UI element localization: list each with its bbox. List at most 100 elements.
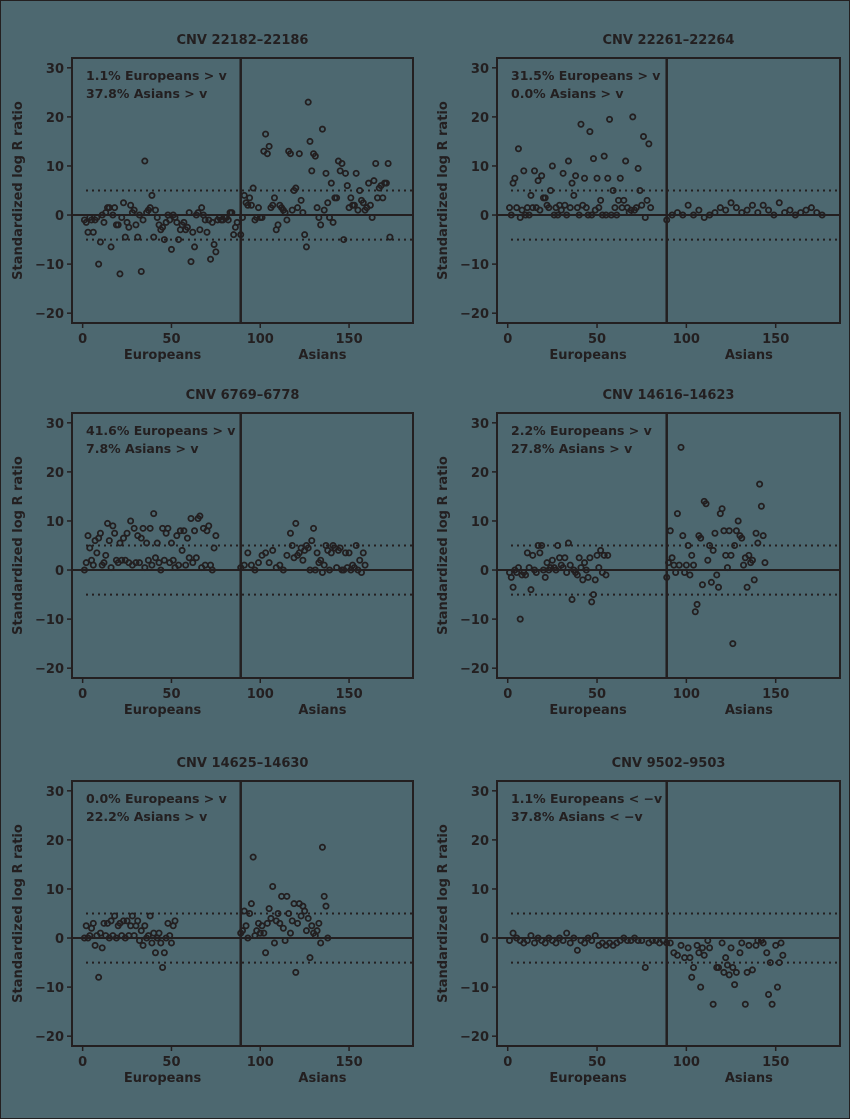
data-point (160, 236, 168, 244)
data-point (135, 936, 143, 944)
data-point (516, 615, 524, 623)
data-point (286, 529, 294, 537)
data-point (256, 929, 264, 937)
data-point (130, 932, 138, 940)
data-point (269, 546, 277, 554)
data-point (294, 204, 302, 212)
chart-title: CNV 22182–22186 (177, 33, 309, 48)
data-point (258, 922, 266, 930)
data-point (116, 539, 124, 547)
y-tick-label: 30 (46, 417, 64, 432)
data-point (185, 554, 193, 562)
data-point (283, 216, 291, 224)
data-point (265, 142, 273, 150)
data-point (299, 209, 307, 217)
data-point (741, 1000, 749, 1008)
data-point (813, 209, 821, 217)
data-point (677, 443, 685, 451)
data-point (96, 929, 104, 937)
data-point (262, 949, 270, 957)
plot-frame (496, 780, 841, 1047)
data-point (598, 211, 606, 219)
data-point (613, 211, 621, 219)
data-point (727, 199, 735, 207)
y-tick-label: 0 (55, 564, 64, 579)
data-point (205, 522, 213, 530)
data-point (666, 527, 674, 535)
chart-title: CNV 9502–9503 (612, 756, 726, 771)
data-point (313, 204, 321, 212)
data-point (748, 556, 756, 564)
data-point (738, 939, 746, 947)
data-point (748, 966, 756, 974)
data-point (318, 843, 326, 851)
data-point (123, 529, 131, 537)
data-point (310, 524, 318, 532)
data-point (707, 578, 715, 586)
data-point (166, 216, 174, 224)
x-tick-label: 150 (335, 687, 362, 702)
data-point (575, 554, 583, 562)
data-point (729, 640, 737, 648)
data-point (591, 932, 599, 940)
data-point (258, 213, 266, 221)
data-point (586, 554, 594, 562)
data-point (265, 905, 273, 913)
data-point (581, 939, 589, 947)
x-tick-label: 50 (162, 1055, 180, 1070)
data-point (315, 919, 323, 927)
data-point (588, 936, 596, 944)
data-point (100, 559, 108, 567)
data-point (716, 204, 724, 212)
data-point (643, 196, 651, 204)
data-point (520, 167, 528, 175)
data-point (155, 929, 163, 937)
data-point (183, 534, 191, 542)
panel-5: CNV 14625–14630 30 20 10 0 −10 −20 0 50 100 150 Eur… (0, 723, 425, 1091)
data-point (333, 194, 341, 202)
data-point (246, 909, 254, 917)
data-point (673, 510, 681, 518)
x-tick-label: 150 (762, 1055, 789, 1070)
data-point (697, 983, 705, 991)
data-point (639, 133, 647, 141)
x-tick-label: 150 (762, 332, 789, 347)
data-point (552, 939, 560, 947)
x-label-asians: Asians (725, 348, 773, 363)
x-label-asians: Asians (725, 703, 773, 718)
data-point (509, 583, 517, 591)
data-point (693, 941, 701, 949)
data-point (80, 934, 88, 942)
data-point (611, 204, 619, 212)
data-point (672, 568, 680, 576)
data-point (109, 211, 117, 219)
data-point (164, 524, 172, 532)
data-point (618, 204, 626, 212)
data-point (336, 167, 344, 175)
data-point (732, 527, 740, 535)
data-point (673, 951, 681, 959)
data-point (320, 206, 328, 214)
data-point (306, 954, 314, 962)
data-point (754, 539, 762, 547)
data-point (641, 213, 649, 221)
data-point (169, 556, 177, 564)
data-point (347, 194, 355, 202)
data-point (134, 917, 142, 925)
x-tick-label: 0 (78, 687, 87, 702)
data-point (597, 546, 605, 554)
x-tick-label: 100 (673, 1055, 700, 1070)
panel-2: CNV 22261–22264 30 20 10 0 −10 −20 0 50 100 150 Eur… (425, 0, 850, 368)
data-point (263, 150, 271, 158)
data-point (150, 929, 158, 937)
y-tick-label: 20 (471, 834, 489, 849)
data-point (522, 211, 530, 219)
data-point (86, 932, 94, 940)
y-tick-label: −20 (35, 662, 64, 677)
data-point (304, 544, 312, 552)
data-point (722, 551, 730, 559)
data-point (366, 201, 374, 209)
data-point (589, 591, 597, 599)
data-point (100, 919, 108, 927)
data-point (357, 568, 365, 576)
